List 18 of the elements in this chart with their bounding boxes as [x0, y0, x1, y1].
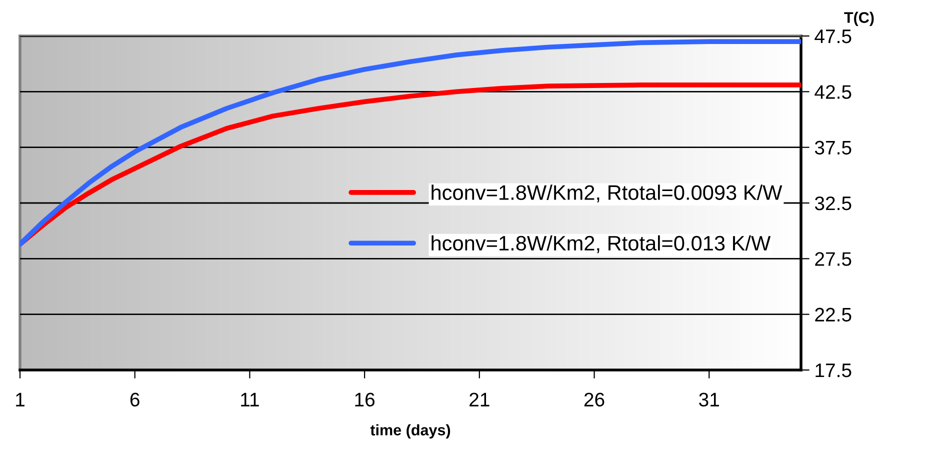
legend-label: hconv=1.8W/Km2, Rtotal=0.0093 K/W	[432, 184, 782, 202]
legend-label: hconv=1.8W/Km2, Rtotal=0.013 K/W	[432, 235, 771, 254]
x-tick-label: 31	[699, 392, 719, 407]
y-tick-label: 37.5	[814, 140, 852, 155]
x-tick-label: 26	[584, 392, 604, 407]
x-tick-label: 16	[355, 392, 375, 407]
y-tick-label: 32.5	[814, 196, 852, 210]
y-axis-title: T(C)	[844, 12, 874, 26]
x-tick-label: 1	[16, 392, 24, 406]
x-tick-label: 11	[241, 392, 259, 406]
y-tick-label: 27.5	[815, 252, 852, 266]
y-tick-label: 17.5	[816, 364, 852, 378]
x-tick-label: 6	[130, 392, 140, 407]
x-tick-label: 21	[470, 392, 490, 406]
y-tick-label: 42.5	[814, 85, 852, 99]
y-tick-label: 47.5	[814, 30, 852, 44]
x-axis-title: time (days)	[370, 424, 450, 438]
y-tick-label: 22.5	[815, 308, 852, 322]
